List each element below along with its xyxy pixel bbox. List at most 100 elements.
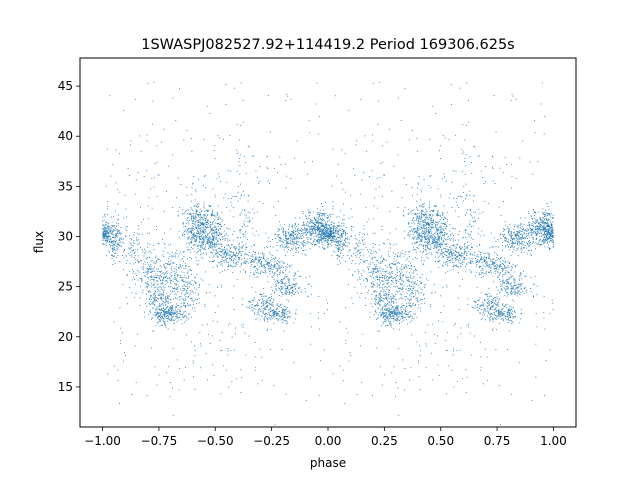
data-point — [385, 271, 387, 273]
data-point — [207, 209, 209, 211]
data-point — [437, 212, 439, 214]
data-point — [427, 230, 429, 232]
data-point — [242, 250, 244, 252]
data-point — [548, 236, 550, 238]
data-point — [395, 314, 397, 316]
data-point — [417, 248, 419, 250]
data-point — [111, 244, 113, 246]
data-point — [197, 225, 199, 227]
data-point — [387, 279, 389, 281]
data-point — [499, 313, 501, 315]
data-point — [155, 290, 156, 292]
data-point — [415, 249, 417, 251]
data-point — [407, 290, 409, 292]
data-point — [324, 248, 326, 249]
data-point — [460, 265, 462, 267]
data-point — [377, 296, 379, 298]
data-point — [202, 257, 204, 259]
data-point — [449, 249, 451, 250]
data-point — [180, 313, 181, 315]
data-point — [203, 239, 204, 241]
data-point — [440, 238, 442, 240]
data-point — [421, 220, 423, 222]
data-point — [266, 258, 268, 260]
data-point — [284, 317, 286, 319]
data-point — [503, 314, 505, 316]
data-point — [406, 279, 408, 281]
data-point — [352, 226, 354, 228]
data-point — [428, 231, 430, 233]
data-point — [217, 234, 219, 236]
data-point — [258, 272, 259, 274]
data-point — [384, 275, 386, 277]
data-point — [180, 295, 182, 297]
data-point — [379, 282, 381, 284]
data-point — [221, 211, 223, 213]
data-point — [258, 259, 259, 261]
data-point — [106, 232, 108, 234]
data-point — [336, 232, 338, 234]
data-point — [387, 303, 389, 305]
data-point — [141, 292, 143, 294]
data-point — [163, 318, 165, 320]
data-point — [170, 279, 172, 281]
data-point — [423, 250, 425, 252]
data-point — [233, 254, 235, 256]
data-point — [117, 223, 119, 225]
data-point — [154, 312, 155, 314]
data-point — [343, 229, 345, 231]
data-point — [121, 245, 123, 247]
data-point — [254, 312, 255, 314]
data-point — [215, 243, 217, 245]
data-point — [205, 226, 207, 228]
data-point — [111, 241, 113, 243]
data-point — [106, 238, 108, 240]
data-point — [165, 267, 167, 269]
data-point — [278, 295, 280, 297]
data-point — [392, 278, 394, 279]
data-point — [400, 289, 402, 291]
data-point — [120, 227, 122, 229]
data-point — [482, 268, 484, 270]
data-point — [103, 237, 105, 239]
data-point — [442, 240, 444, 242]
data-point — [512, 316, 514, 318]
data-point — [217, 240, 219, 242]
data-point — [212, 235, 214, 237]
data-point — [232, 260, 234, 262]
data-point — [238, 252, 240, 254]
data-point — [146, 293, 147, 295]
data-point — [440, 222, 442, 224]
data-point — [412, 220, 413, 221]
data-point — [138, 228, 140, 230]
data-point — [322, 238, 324, 240]
data-point — [511, 299, 513, 301]
data-point — [490, 260, 492, 262]
data-point — [447, 238, 449, 240]
data-point — [203, 240, 205, 242]
data-point — [242, 262, 244, 264]
data-point — [380, 291, 382, 292]
data-point — [432, 242, 434, 244]
data-point — [160, 277, 162, 278]
data-point — [430, 229, 432, 231]
data-point — [480, 309, 482, 310]
data-point — [191, 242, 193, 244]
data-point — [193, 241, 195, 243]
data-point — [216, 232, 218, 234]
data-point — [447, 256, 449, 258]
data-point — [422, 263, 424, 265]
data-point — [156, 270, 158, 272]
data-point — [439, 243, 441, 245]
data-point — [339, 225, 341, 227]
data-point — [421, 227, 423, 228]
data-point — [208, 233, 210, 235]
data-point — [260, 258, 262, 260]
data-point — [170, 313, 172, 315]
data-point — [395, 273, 397, 275]
data-point — [479, 261, 480, 263]
data-point — [164, 276, 166, 278]
data-point — [387, 324, 389, 326]
data-point — [449, 235, 451, 237]
data-point — [154, 295, 156, 297]
